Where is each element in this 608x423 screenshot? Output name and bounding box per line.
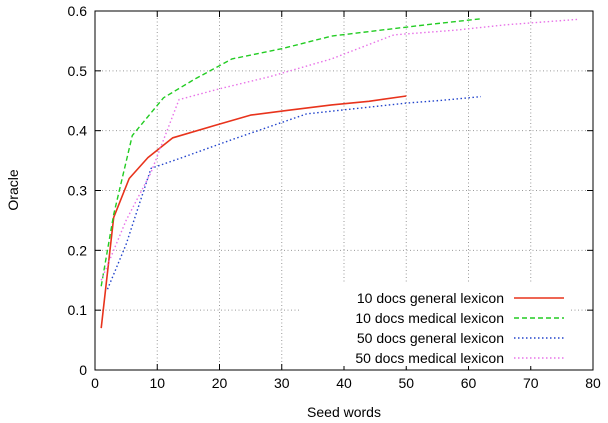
series-line-1 [100,95,407,329]
y-tick-label: 0.2 [68,242,88,258]
x-tick-label: 80 [585,375,601,391]
series-lines [100,18,578,329]
y-tick-label: 0.5 [68,63,88,79]
y-tick-label: 0.1 [68,302,88,318]
x-tick-label: 10 [149,375,165,391]
y-tick-label: 0.4 [68,123,88,139]
series-line-3 [106,95,481,290]
x-tick-label: 30 [274,375,290,391]
legend: 10 docs general lexicon 10 docs medical l… [300,284,570,366]
y-tick-label: 0 [79,362,87,378]
x-tick-label: 50 [398,375,414,391]
series-line-4 [100,18,578,281]
y-axis-title: Oracle [5,169,21,210]
legend-label-1: 10 docs general lexicon [357,290,504,306]
legend-label-3: 50 docs general lexicon [357,330,504,346]
series-line-2 [100,18,481,287]
y-tick-label: 0.3 [68,183,88,199]
x-tick-label: 40 [336,375,352,391]
x-tick-label: 20 [212,375,228,391]
y-tick-label: 0.6 [68,3,88,19]
x-tick-label: 60 [461,375,477,391]
x-axis-title: Seed words [307,404,381,420]
legend-label-4: 50 docs medical lexicon [355,350,504,366]
ticks [94,10,594,371]
x-tick-label: 0 [91,375,99,391]
x-tick-label: 70 [523,375,539,391]
tick-labels: 0 10 20 30 40 50 60 70 80 0 0.1 0.2 0.3 0.4 0.5 0.6 [68,3,601,391]
legend-label-2: 10 docs medical lexicon [355,310,504,326]
